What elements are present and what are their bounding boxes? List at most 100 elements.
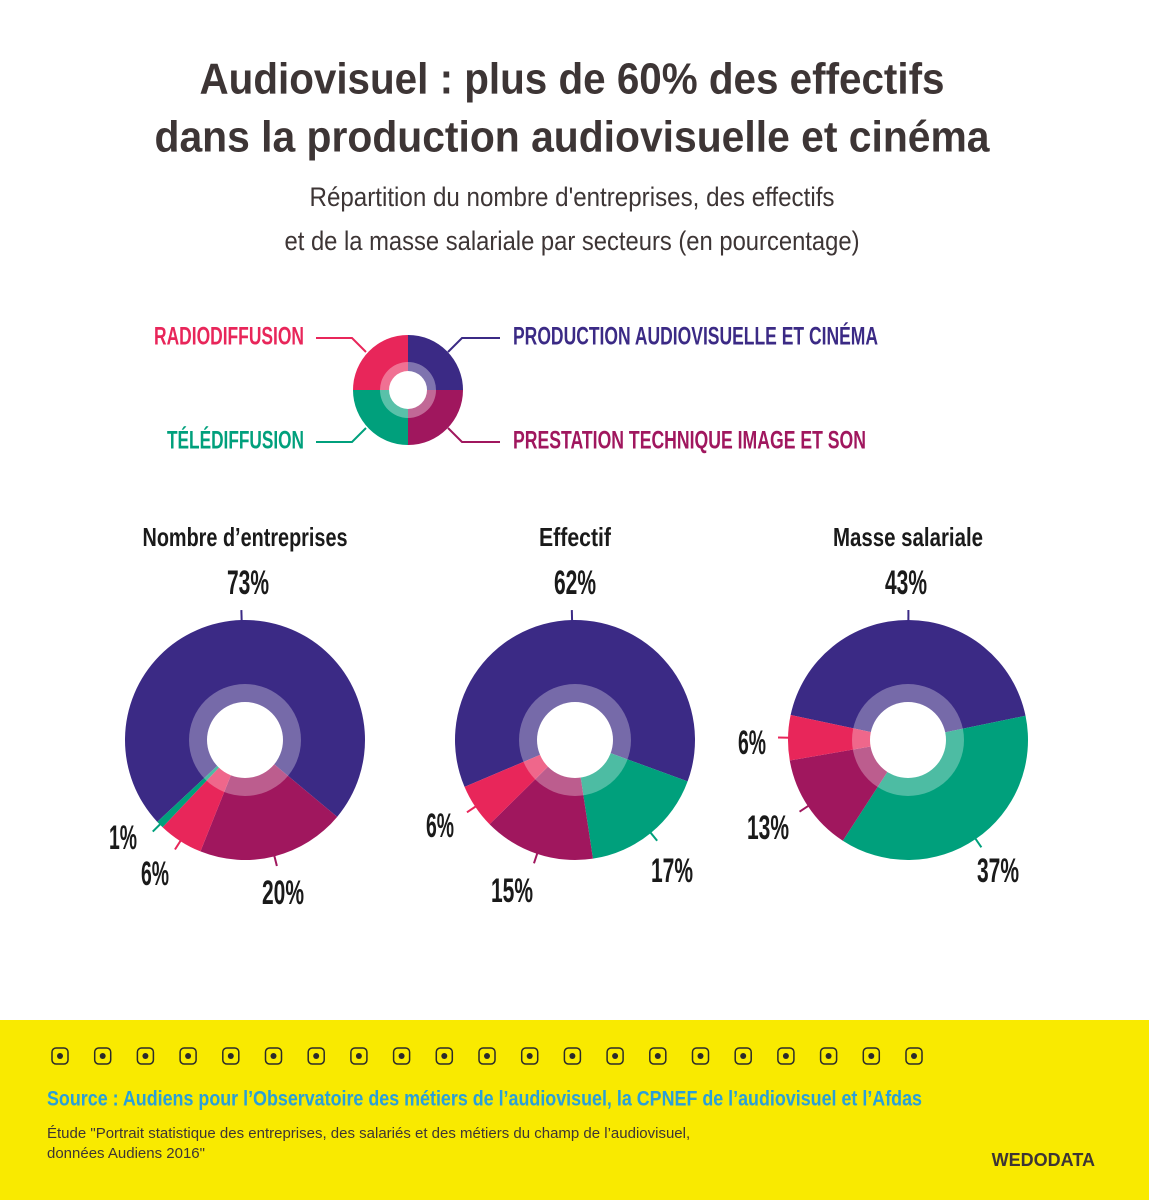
- icon: [142, 1053, 149, 1059]
- icon: [697, 1053, 704, 1059]
- note-line: données Audiens 2016": [47, 1145, 205, 1162]
- chart-title: Effectif: [539, 522, 611, 552]
- pie-slice: [842, 715, 1029, 860]
- legend-swatch: [408, 335, 463, 390]
- value-label: 6%: [141, 855, 169, 893]
- title-line: dans la production audiovisuelle et ciné…: [155, 113, 990, 162]
- icon: [57, 1053, 63, 1059]
- icon: [478, 1047, 496, 1065]
- icon: [313, 1053, 320, 1059]
- icon: [355, 1053, 362, 1059]
- icon: [569, 1053, 576, 1059]
- label-tick: [798, 804, 811, 813]
- legend-label: PRESTATION TECHNIQUE IMAGE ET SON: [513, 427, 866, 455]
- legend: PRODUCTION AUDIOVISUELLE ET CINÉMA PRESTA…: [154, 322, 878, 455]
- charts: Nombre d’entreprises73%20%6%1%Effectif62…: [109, 522, 1029, 912]
- value-label: 20%: [262, 874, 304, 912]
- value-label: 43%: [885, 564, 927, 602]
- icon: [563, 1047, 582, 1065]
- icon: [93, 1047, 112, 1065]
- label-tick: [174, 838, 183, 851]
- icon: [825, 1053, 832, 1059]
- icon: [734, 1047, 752, 1065]
- icon: [398, 1053, 405, 1059]
- value-label: 6%: [426, 807, 454, 845]
- icon: [227, 1053, 234, 1059]
- icon: [179, 1047, 197, 1065]
- legend-connector: [447, 427, 500, 443]
- label-tick: [152, 822, 162, 833]
- legend-connector: [316, 427, 367, 443]
- icon: [868, 1053, 875, 1059]
- icon: [654, 1053, 661, 1059]
- icon: [691, 1047, 710, 1065]
- pie-slice: [788, 715, 908, 761]
- icon: [392, 1047, 411, 1065]
- icon: [740, 1053, 747, 1059]
- icon: [905, 1047, 923, 1065]
- pie-slice: [789, 740, 908, 841]
- icon: [99, 1053, 106, 1059]
- icon: [51, 1047, 69, 1065]
- icon: [819, 1047, 838, 1065]
- value-label: 15%: [491, 872, 533, 910]
- label-tick: [466, 804, 478, 814]
- icon: [520, 1047, 539, 1065]
- icon: [526, 1053, 533, 1059]
- icon: [222, 1047, 240, 1065]
- icon: [612, 1053, 619, 1059]
- note-line: Étude "Portrait statistique des entrepri…: [47, 1125, 690, 1142]
- value-label: 62%: [554, 564, 596, 602]
- value-label: 6%: [738, 724, 766, 762]
- title-line: Audiovisuel : plus de 60% des effectifs: [200, 55, 945, 104]
- icon: [435, 1047, 454, 1065]
- chart-title: Masse salariale: [833, 522, 983, 552]
- value-label: 37%: [977, 852, 1019, 890]
- pie-slice: [790, 620, 1026, 740]
- label-tick: [272, 854, 278, 867]
- value-label: 17%: [651, 852, 693, 890]
- icon: [911, 1053, 917, 1059]
- brand: WEDODATA: [992, 1150, 1095, 1170]
- pie-slice: [575, 740, 688, 859]
- icon: [136, 1047, 155, 1065]
- legend-hole: [389, 371, 427, 409]
- icon: [606, 1047, 624, 1065]
- icon: [862, 1047, 881, 1065]
- label-tick: [533, 851, 539, 864]
- inner-hole: [537, 702, 613, 778]
- label-tick: [648, 830, 658, 842]
- icon: [782, 1053, 789, 1059]
- legend-connector: [316, 337, 367, 353]
- legend-label: TÉLÉDIFFUSION: [167, 426, 304, 455]
- icon: [270, 1053, 277, 1059]
- legend-swatch: [408, 390, 463, 445]
- footer-band: [0, 1020, 1149, 1200]
- icon: [350, 1047, 368, 1065]
- legend-connector: [447, 337, 500, 353]
- icon: [185, 1053, 192, 1059]
- icon: [307, 1047, 325, 1065]
- inner-hole: [207, 702, 283, 778]
- source: Source : Audiens pour l’Observatoire des…: [47, 1088, 922, 1111]
- icon: [264, 1047, 283, 1065]
- subtitle-line: Répartition du nombre d'entreprises, des…: [310, 182, 835, 212]
- icon: [777, 1047, 795, 1065]
- icon: [649, 1047, 667, 1065]
- label-tick: [973, 836, 983, 848]
- value-label: 1%: [109, 819, 137, 857]
- icon-row: [51, 1047, 923, 1065]
- legend-label: PRODUCTION AUDIOVISUELLE ET CINÉMA: [513, 322, 878, 351]
- inner-hole: [870, 702, 946, 778]
- icon: [441, 1053, 448, 1059]
- legend-label: RADIODIFFUSION: [154, 323, 304, 351]
- legend-swatch: [353, 390, 408, 445]
- subtitle-line: et de la masse salariale par secteurs (e…: [285, 226, 860, 256]
- value-label: 73%: [227, 564, 269, 602]
- value-label: 13%: [747, 809, 789, 847]
- chart-title: Nombre d’entreprises: [143, 522, 348, 552]
- icon: [484, 1053, 490, 1059]
- legend-swatch: [353, 335, 408, 390]
